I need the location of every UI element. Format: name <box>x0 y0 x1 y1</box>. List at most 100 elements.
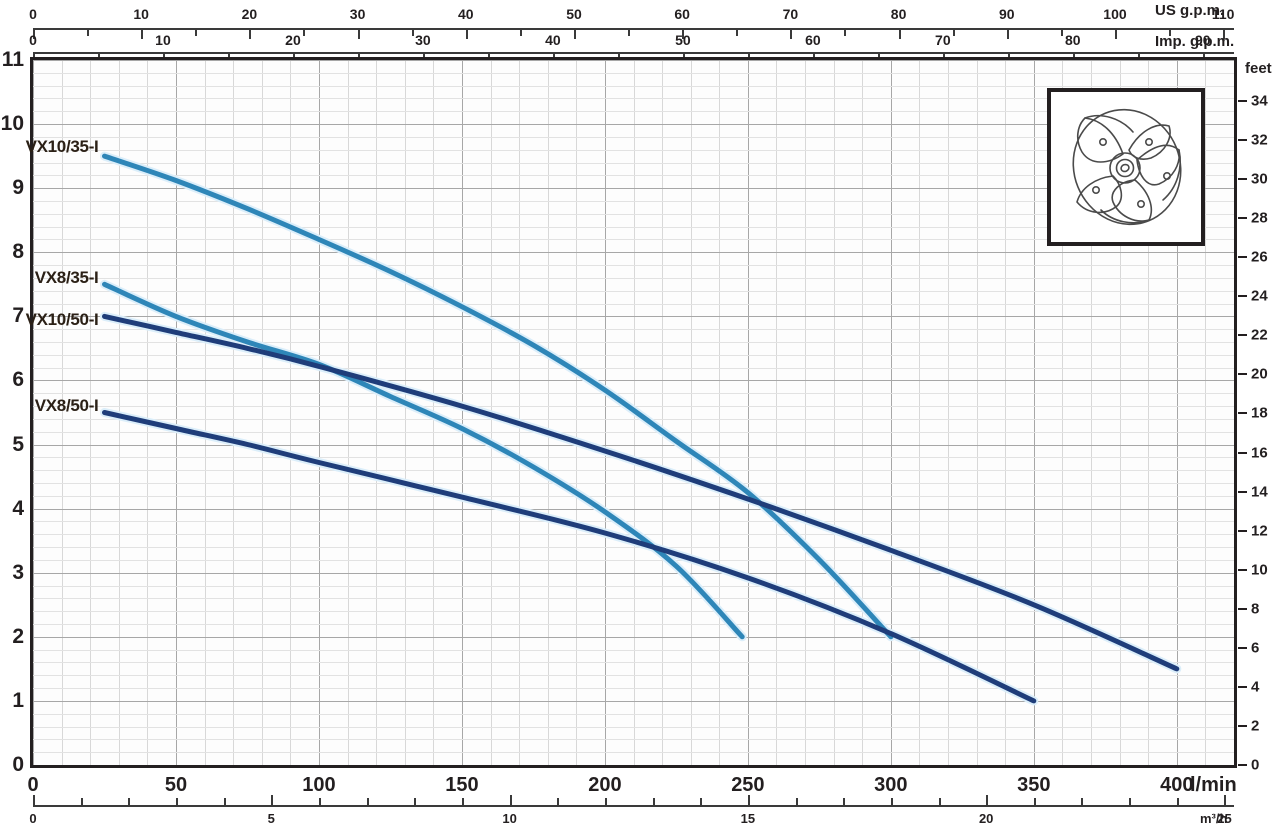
x-axis-m3h-tick-0: 0 <box>29 811 36 826</box>
x-axis-m3h-tickmark <box>1081 798 1083 805</box>
x-axis-lmin-tick-250: 250 <box>731 774 764 797</box>
x-axis-m3h-tickmark <box>700 798 702 805</box>
top-axis-imp-gpm-tick-50: 50 <box>675 32 691 48</box>
y-axis-left-tick-3: 3 <box>12 561 24 585</box>
y-axis-right-tickmark-8 <box>1238 608 1247 610</box>
curve-label-vx10-35-i: VX10/35-I <box>26 137 99 157</box>
curve-vx8-50-i <box>105 413 1034 701</box>
y-axis-right-tick-8: 8 <box>1251 600 1259 617</box>
top-axis-us-gpm-tickmark <box>1115 30 1117 39</box>
y-axis-left-tick-6: 6 <box>12 368 24 392</box>
top-axis-us-gpm-tickmark <box>899 30 901 39</box>
top-axis-imp-gpm-tick-70: 70 <box>935 32 951 48</box>
y-axis-right-tick-26: 26 <box>1251 249 1268 266</box>
top-axis-us-gpm-tickmark <box>303 30 305 36</box>
x-axis-lmin-tick-350: 350 <box>1017 774 1050 797</box>
y-axis-right-tickmark-20 <box>1238 373 1247 375</box>
x-axis-m3h-tick-20: 20 <box>979 811 993 826</box>
y-axis-right-tick-20: 20 <box>1251 366 1268 383</box>
top-axis-imp-gpm-tick-20: 20 <box>285 32 301 48</box>
top-axis-us-gpm-tickmark <box>520 30 522 36</box>
x-axis-m3h-tick-5: 5 <box>268 811 275 826</box>
curve-label-vx10-50-i: VX10/50-I <box>26 310 99 330</box>
x-axis-lmin-tick-300: 300 <box>874 774 907 797</box>
top-axis-us-gpm-tickmark <box>249 30 251 39</box>
top-axis-us-gpm-tickmark <box>358 30 360 39</box>
top-axis-us-gpm-tick-100: 100 <box>1103 6 1126 22</box>
x-axis-m3h-tickmark <box>939 798 941 805</box>
top-axis-imp-gpm-tick-0: 0 <box>29 32 37 48</box>
top-axis-us-gpm-tick-0: 0 <box>29 6 37 22</box>
top-axis-imp-gpm-tick-30: 30 <box>415 32 431 48</box>
y-axis-right-tickmark-14 <box>1238 491 1247 493</box>
top-axis-us-gpm-tickmark <box>628 30 630 36</box>
top-axes-group: 0102030405060708090100110010203040506070… <box>0 0 1278 57</box>
x-axis-m3h-tick-15: 15 <box>741 811 755 826</box>
x-axis-m3h-tickmark <box>1034 798 1036 805</box>
y-axis-right-tickmark-16 <box>1238 452 1247 454</box>
x-axis-m3h-line <box>33 805 1234 807</box>
y-axis-right-tick-14: 14 <box>1251 483 1268 500</box>
top-axis-us-gpm-tickmark <box>195 30 197 36</box>
x-axis-m3h-tickmark <box>986 795 988 805</box>
curve-label-vx8-50-i: VX8/50-I <box>35 396 99 416</box>
top-axis-us-gpm-tickmark <box>790 30 792 39</box>
y-axis-left-tick-8: 8 <box>12 240 24 264</box>
impeller-image <box>1047 88 1205 246</box>
x-axis-m3h-tickmark <box>557 798 559 805</box>
x-axis-m3h-tickmark <box>33 795 35 805</box>
y-axis-left-tick-5: 5 <box>12 433 24 457</box>
y-axis-right-tickmark-28 <box>1238 217 1247 219</box>
x-axis-lmin-unit: l/min <box>1190 774 1237 797</box>
y-axis-left-tick-10: 10 <box>1 112 24 136</box>
top-axis-us-gpm-tick-20: 20 <box>242 6 258 22</box>
top-axis-us-gpm-tickmark <box>466 30 468 39</box>
x-axis-m3h-tickmark <box>843 798 845 805</box>
top-axis-us-gpm-tick-40: 40 <box>458 6 474 22</box>
top-axis-us-gpm-tickmark <box>87 30 89 36</box>
y-axis-right-tickmark-0 <box>1238 764 1247 766</box>
curve-halo-vx10-50-i <box>105 316 1177 669</box>
y-axis-right-tickmark-32 <box>1238 139 1247 141</box>
y-axis-left-tick-9: 9 <box>12 176 24 200</box>
y-axis-right-tickmark-12 <box>1238 530 1247 532</box>
y-axis-right-tick-16: 16 <box>1251 444 1268 461</box>
top-axis-us-gpm-line <box>33 28 1234 30</box>
x-axis-m3h-tickmark <box>1224 795 1226 805</box>
top-axis-us-gpm-tick-50: 50 <box>566 6 582 22</box>
top-axis-us-gpm-tick-90: 90 <box>999 6 1015 22</box>
x-axis-m3h-tickmark <box>224 798 226 805</box>
y-axis-left-tick-1: 1 <box>12 689 24 713</box>
top-axis-us-gpm-tickmark <box>141 30 143 39</box>
y-axis-right-tick-34: 34 <box>1251 93 1268 110</box>
y-axis-right-tick-10: 10 <box>1251 561 1268 578</box>
x-axis-m3h-tickmark <box>748 795 750 805</box>
top-axis-imp-gpm-tick-60: 60 <box>805 32 821 48</box>
curve-halo-vx10-35-i <box>105 156 891 637</box>
y-axis-left-tick-0: 0 <box>12 753 24 777</box>
top-axis-us-gpm-tickmark <box>953 30 955 36</box>
top-axis-us-gpm-unit: US g.p.m. <box>1155 2 1224 19</box>
x-axis-m3h-tickmark <box>796 798 798 805</box>
vortex-impeller-icon <box>1051 92 1201 242</box>
curve-label-vx8-35-i: VX8/35-I <box>35 268 99 288</box>
x-axis-m3h-tickmark <box>605 798 607 805</box>
y-axis-right-tick-12: 12 <box>1251 522 1268 539</box>
y-axis-right-tick-32: 32 <box>1251 132 1268 149</box>
top-axis-imp-gpm-tick-10: 10 <box>155 32 171 48</box>
top-axis-us-gpm-tick-60: 60 <box>674 6 690 22</box>
x-axis-lmin-tick-0: 0 <box>27 774 38 797</box>
y-axis-right-tick-28: 28 <box>1251 210 1268 227</box>
y-axis-right-tick-24: 24 <box>1251 288 1268 305</box>
x-axis-m3h-tickmark <box>891 798 893 805</box>
top-axis-imp-gpm-line <box>33 52 1234 54</box>
x-axis-m3h-unit: m³/h <box>1200 811 1227 826</box>
top-axis-us-gpm-tick-80: 80 <box>891 6 907 22</box>
x-axis-m3h-tick-10: 10 <box>502 811 516 826</box>
y-axis-right-tickmark-10 <box>1238 569 1247 571</box>
top-axis-us-gpm-tickmark <box>574 30 576 39</box>
top-axis-us-gpm-tickmark <box>412 30 414 36</box>
y-axis-right-tickmark-2 <box>1238 725 1247 727</box>
top-axis-imp-gpm-tick-80: 80 <box>1065 32 1081 48</box>
top-axis-us-gpm-tick-10: 10 <box>133 6 149 22</box>
